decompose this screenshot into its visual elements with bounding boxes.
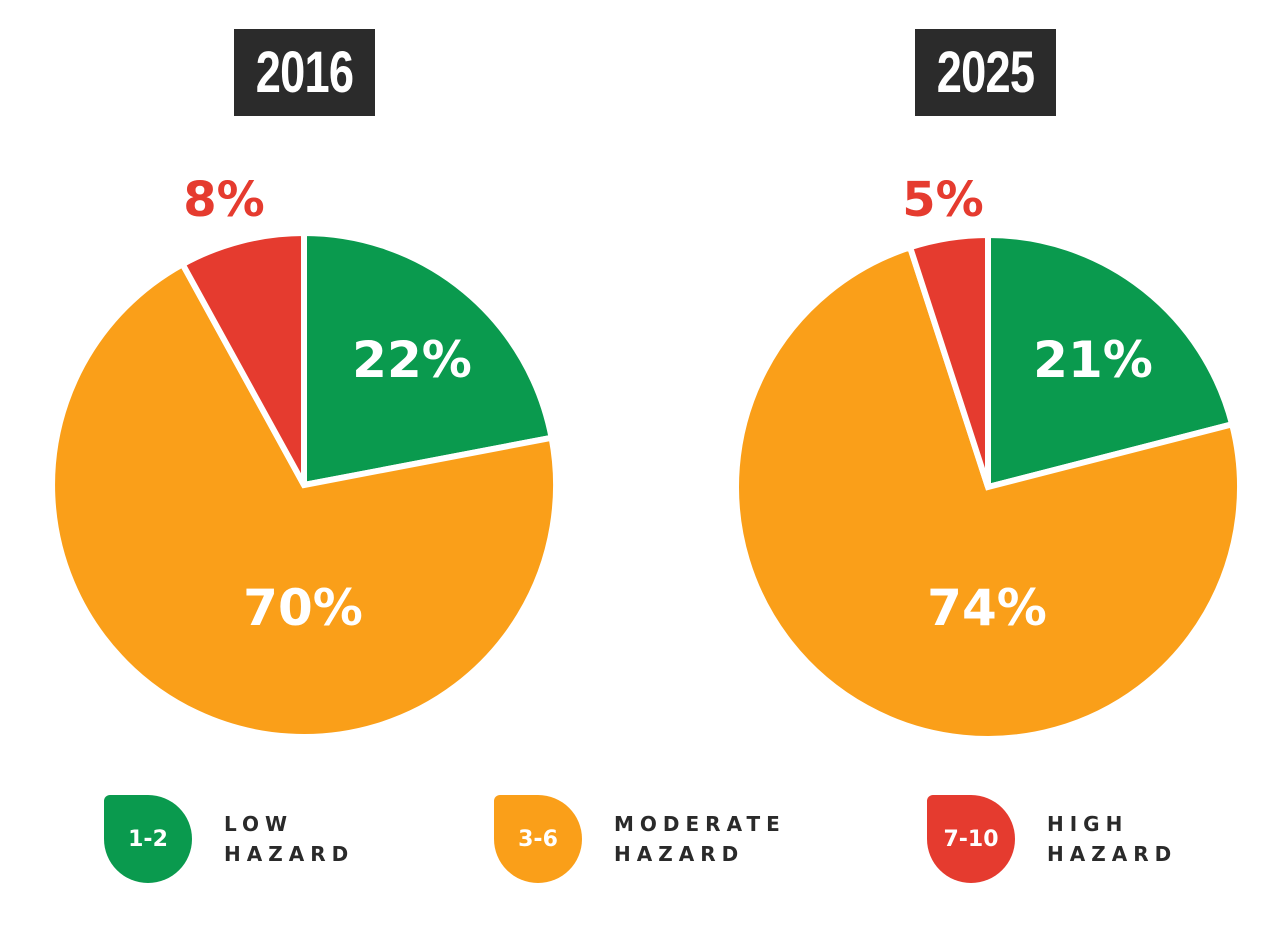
- legend-item-high: 7-10 HIGH HAZARD: [927, 795, 1177, 883]
- year-label: 2016: [255, 40, 354, 105]
- label-low-2016: 22%: [352, 331, 472, 389]
- moderate-hazard-badge-icon: 3-6: [494, 795, 582, 883]
- legend-label-line2: HAZARD: [1047, 842, 1178, 866]
- label-high-2025: 5%: [902, 172, 984, 228]
- slice-high-2016: [178, 229, 307, 487]
- label-high-2016: 8%: [183, 172, 265, 228]
- low-hazard-badge-icon: 1-2: [104, 795, 192, 883]
- legend-range: 3-6: [518, 826, 558, 852]
- slice-high-2025: [906, 231, 991, 488]
- legend-label-line1: MODERATE: [614, 812, 786, 836]
- slice-low-2016: [301, 229, 556, 489]
- legend-label-line1: LOW: [224, 812, 294, 836]
- legend-label-line1: HIGH: [1047, 812, 1129, 836]
- legend-range: 1-2: [128, 826, 168, 852]
- year-badge-2016: 2016: [234, 29, 375, 116]
- legend-label-line2: HAZARD: [224, 842, 355, 866]
- year-label: 2025: [936, 40, 1035, 105]
- label-low-2025: 21%: [1033, 331, 1153, 389]
- legend-label-line2: HAZARD: [614, 842, 745, 866]
- pie-2016: [49, 229, 560, 740]
- high-hazard-badge-icon: 7-10: [927, 795, 1015, 883]
- label-moderate-2025: 74%: [927, 579, 1047, 637]
- slice-moderate-2025: [733, 243, 1243, 742]
- year-badge-2025: 2025: [915, 29, 1056, 116]
- slice-low-2025: [985, 231, 1236, 491]
- label-moderate-2016: 70%: [243, 579, 363, 637]
- legend-label: LOW HAZARD: [224, 809, 354, 869]
- pie-2025: [733, 231, 1243, 742]
- slice-moderate-2016: [49, 260, 560, 740]
- legend-item-moderate: 3-6 MODERATE HAZARD: [494, 795, 786, 883]
- legend-label: HIGH HAZARD: [1047, 809, 1177, 869]
- legend-range: 7-10: [943, 826, 999, 852]
- legend-item-low: 1-2 LOW HAZARD: [104, 795, 354, 883]
- legend-label: MODERATE HAZARD: [614, 809, 786, 869]
